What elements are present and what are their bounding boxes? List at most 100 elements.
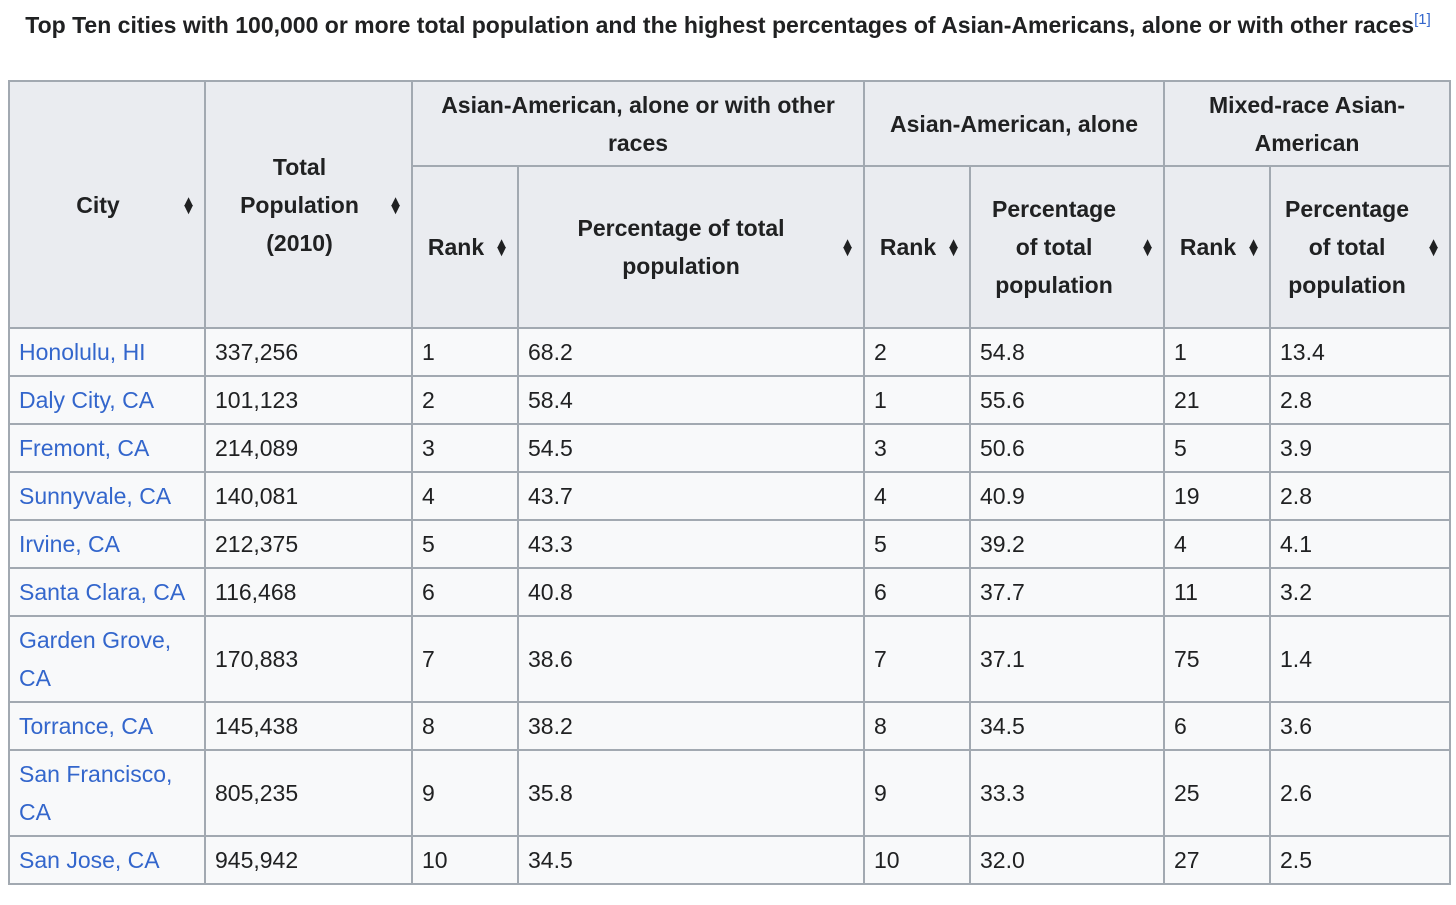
pct-b-cell: 39.2 (969, 519, 1166, 569)
city-cell: Torrance, CA (8, 701, 206, 751)
city-cell: Fremont, CA (8, 423, 206, 473)
rank-c-cell: 27 (1163, 835, 1272, 885)
sort-arrows-icon[interactable]: ▲ ▼ (1426, 235, 1442, 260)
rank-b-cell: 9 (863, 749, 972, 837)
table-row: Sunnyvale, CA 140,081 4 43.7 4 40.9 19 2… (8, 471, 1452, 521)
city-link[interactable]: Daly City, CA (19, 387, 155, 413)
table-row: Torrance, CA 145,438 8 38.2 8 34.5 6 3.6 (8, 701, 1452, 751)
rank-c-cell: 1 (1163, 327, 1272, 377)
city-cell: San Francisco, CA (8, 749, 206, 837)
rank-a-cell: 9 (411, 749, 519, 837)
pct-b-cell: 37.7 (969, 567, 1166, 617)
pct-c-cell: 13.4 (1269, 327, 1452, 377)
sort-arrows-icon[interactable]: ▲ ▼ (946, 235, 962, 260)
pct-b-cell: 33.3 (969, 749, 1166, 837)
sort-arrows-icon[interactable]: ▲ ▼ (494, 235, 509, 260)
rank-c-cell: 75 (1163, 615, 1272, 703)
pct-b-cell: 55.6 (969, 375, 1166, 425)
sort-arrows-icon[interactable]: ▲ ▼ (1246, 235, 1262, 260)
pct-b-cell: 54.8 (969, 327, 1166, 377)
header-rank-c[interactable]: Rank ▲ ▼ (1163, 165, 1272, 329)
rank-b-cell: 8 (863, 701, 972, 751)
sort-arrows-icon[interactable]: ▲ ▼ (388, 192, 403, 218)
city-cell: San Jose, CA (8, 835, 206, 885)
header-percentage-a[interactable]: Percentage of total population ▲ ▼ (516, 165, 866, 329)
rank-a-cell: 10 (411, 835, 519, 885)
caption-text: Top Ten cities with 100,000 or more tota… (25, 12, 1415, 38)
city-link[interactable]: San Francisco, CA (19, 761, 173, 825)
rank-b-cell: 2 (863, 327, 972, 377)
table-row: Daly City, CA 101,123 2 58.4 1 55.6 21 2… (8, 375, 1452, 425)
pct-c-cell: 3.9 (1269, 423, 1452, 473)
header-group-alone-or-with-other-races: Asian-American, alone or with other race… (410, 80, 866, 167)
pct-c-cell: 1.4 (1269, 615, 1452, 703)
header-rank-a[interactable]: Rank ▲ ▼ (411, 165, 519, 329)
header-percentage-c[interactable]: Percentage of total population ▲ ▼ (1269, 165, 1452, 329)
pct-b-cell: 40.9 (969, 471, 1166, 521)
population-cell: 145,438 (204, 701, 413, 751)
city-link[interactable]: Santa Clara, CA (19, 579, 186, 605)
pct-a-cell: 58.4 (516, 375, 866, 425)
pct-a-cell: 43.7 (516, 471, 866, 521)
pct-c-cell: 4.1 (1269, 519, 1452, 569)
population-cell: 214,089 (204, 423, 413, 473)
pct-c-cell: 3.2 (1269, 567, 1452, 617)
header-group-alone: Asian-American, alone (863, 80, 1166, 167)
city-cell: Irvine, CA (8, 519, 206, 569)
table-row: Fremont, CA 214,089 3 54.5 3 50.6 5 3.9 (8, 423, 1452, 473)
rank-c-cell: 11 (1163, 567, 1272, 617)
city-link[interactable]: Fremont, CA (19, 435, 150, 461)
rank-a-cell: 5 (411, 519, 519, 569)
pct-a-cell: 35.8 (516, 749, 866, 837)
pct-c-cell: 2.6 (1269, 749, 1452, 837)
header-city[interactable]: City ▲ ▼ (8, 80, 206, 329)
rank-c-cell: 6 (1163, 701, 1272, 751)
city-link[interactable]: Honolulu, HI (19, 339, 146, 365)
header-group-mixed-race: Mixed-race Asian-American (1163, 80, 1452, 167)
sort-arrows-icon[interactable]: ▲ ▼ (1140, 235, 1156, 260)
city-cell: Daly City, CA (8, 375, 206, 425)
sort-arrows-icon[interactable]: ▲ ▼ (840, 235, 856, 260)
rank-a-cell: 2 (411, 375, 519, 425)
population-cell: 140,081 (204, 471, 413, 521)
table-caption: Top Ten cities with 100,000 or more tota… (8, 6, 1448, 44)
city-cell: Honolulu, HI (8, 327, 206, 377)
header-percentage-b[interactable]: Percentage of total population ▲ ▼ (969, 165, 1166, 329)
rank-c-cell: 21 (1163, 375, 1272, 425)
header-rank-b[interactable]: Rank ▲ ▼ (863, 165, 972, 329)
pct-b-cell: 37.1 (969, 615, 1166, 703)
reference-link[interactable]: [1] (1414, 11, 1431, 28)
population-cell: 212,375 (204, 519, 413, 569)
population-cell: 116,468 (204, 567, 413, 617)
city-link[interactable]: Irvine, CA (19, 531, 120, 557)
city-cell: Santa Clara, CA (8, 567, 206, 617)
city-link[interactable]: Garden Grove, CA (19, 627, 172, 691)
rank-a-cell: 4 (411, 471, 519, 521)
rank-a-cell: 7 (411, 615, 519, 703)
rank-c-cell: 19 (1163, 471, 1272, 521)
city-link[interactable]: Sunnyvale, CA (19, 483, 172, 509)
table-row: San Jose, CA 945,942 10 34.5 10 32.0 27 … (8, 835, 1452, 885)
city-link[interactable]: San Jose, CA (19, 847, 160, 873)
rank-c-cell: 4 (1163, 519, 1272, 569)
city-cell: Garden Grove, CA (8, 615, 206, 703)
pct-a-cell: 43.3 (516, 519, 866, 569)
pct-b-cell: 32.0 (969, 835, 1166, 885)
table-row: Honolulu, HI 337,256 1 68.2 2 54.8 1 13.… (8, 327, 1452, 377)
pct-a-cell: 68.2 (516, 327, 866, 377)
sort-arrows-icon[interactable]: ▲ ▼ (181, 192, 196, 218)
rank-b-cell: 4 (863, 471, 972, 521)
pct-a-cell: 40.8 (516, 567, 866, 617)
pct-a-cell: 54.5 (516, 423, 866, 473)
population-cell: 170,883 (204, 615, 413, 703)
rank-a-cell: 1 (411, 327, 519, 377)
rank-a-cell: 3 (411, 423, 519, 473)
population-cell: 945,942 (204, 835, 413, 885)
rank-b-cell: 7 (863, 615, 972, 703)
pct-b-cell: 50.6 (969, 423, 1166, 473)
table-row: Garden Grove, CA 170,883 7 38.6 7 37.1 7… (8, 615, 1452, 703)
header-total-population[interactable]: Total Population (2010) ▲ ▼ (204, 80, 413, 329)
city-link[interactable]: Torrance, CA (19, 713, 154, 739)
population-cell: 805,235 (204, 749, 413, 837)
